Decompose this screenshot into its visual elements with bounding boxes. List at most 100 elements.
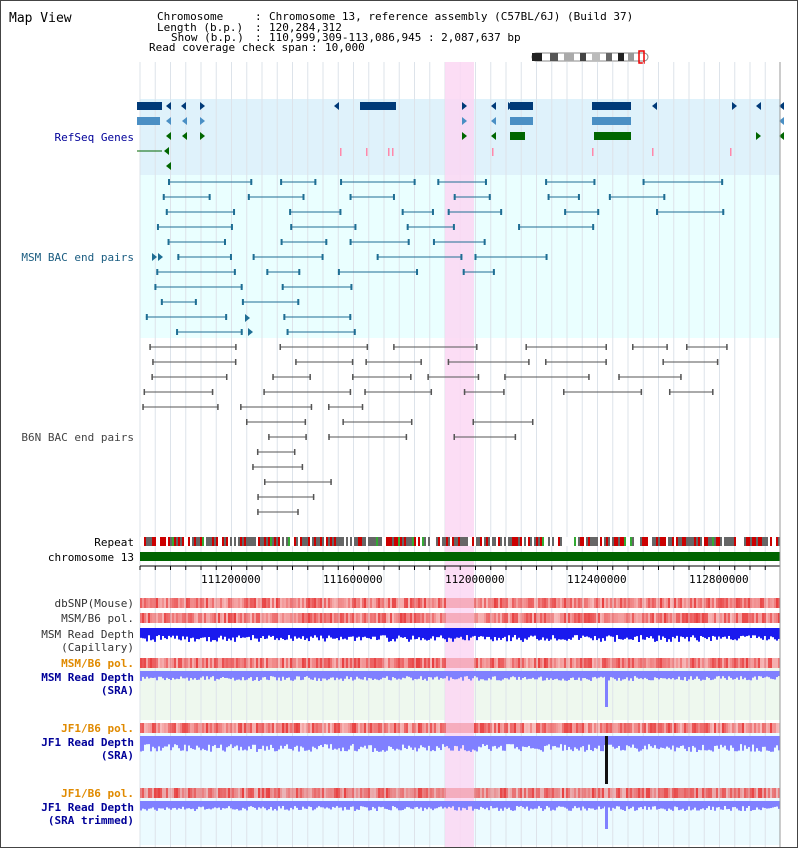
depth-bar[interactable]	[752, 671, 754, 678]
depth-bar[interactable]	[402, 628, 404, 638]
depth-bar[interactable]	[420, 671, 422, 677]
depth-bar[interactable]	[672, 801, 674, 811]
depth-bar[interactable]	[538, 671, 540, 678]
depth-bar[interactable]	[530, 801, 532, 809]
depth-bar[interactable]	[356, 801, 358, 810]
depth-bar[interactable]	[496, 628, 498, 641]
depth-bar[interactable]	[694, 628, 696, 638]
depth-bar[interactable]	[466, 628, 468, 636]
depth-bar[interactable]	[424, 801, 426, 808]
depth-bar[interactable]	[156, 736, 158, 752]
depth-bar[interactable]	[656, 671, 658, 679]
depth-bar[interactable]	[590, 736, 592, 750]
bac-pair-end[interactable]	[194, 299, 197, 305]
depth-bar[interactable]	[358, 628, 360, 637]
depth-bar[interactable]	[494, 628, 496, 638]
gene-arrow[interactable]	[779, 132, 784, 140]
depth-bar[interactable]	[536, 628, 538, 639]
depth-bar[interactable]	[210, 628, 212, 642]
depth-bar[interactable]	[640, 736, 642, 751]
depth-bar[interactable]	[486, 628, 488, 637]
gene-arrow[interactable]	[200, 117, 205, 125]
depth-bar[interactable]	[196, 671, 198, 680]
depth-bar[interactable]	[520, 628, 522, 641]
depth-bar[interactable]	[516, 736, 518, 748]
depth-bar[interactable]	[442, 736, 444, 745]
depth-bar[interactable]	[668, 801, 670, 809]
depth-bar[interactable]	[532, 736, 534, 749]
depth-bar[interactable]	[220, 801, 222, 810]
depth-bar[interactable]	[224, 801, 226, 809]
depth-bar[interactable]	[414, 671, 416, 679]
depth-bar[interactable]	[440, 801, 442, 807]
depth-bar[interactable]	[484, 671, 486, 681]
depth-bar[interactable]	[322, 671, 324, 679]
depth-bar[interactable]	[752, 801, 754, 811]
depth-bar[interactable]	[502, 801, 504, 811]
depth-bar[interactable]	[742, 801, 744, 807]
depth-bar[interactable]	[572, 801, 574, 809]
bac-pair-end[interactable]	[293, 449, 296, 455]
depth-bar[interactable]	[684, 736, 686, 749]
bac-pair-end[interactable]	[230, 224, 233, 230]
depth-bar[interactable]	[280, 736, 282, 746]
depth-bar[interactable]	[648, 671, 650, 681]
depth-bar[interactable]	[326, 628, 328, 639]
depth-bar[interactable]	[708, 736, 710, 750]
depth-bar[interactable]	[618, 736, 620, 746]
depth-bar[interactable]	[530, 671, 532, 679]
depth-bar[interactable]	[706, 628, 708, 640]
depth-bar[interactable]	[540, 628, 542, 640]
depth-bar[interactable]	[208, 801, 210, 809]
gene-feature[interactable]	[592, 102, 631, 110]
depth-bar[interactable]	[356, 628, 358, 638]
depth-bar[interactable]	[698, 628, 700, 642]
depth-bar[interactable]	[222, 801, 224, 809]
depth-bar[interactable]	[450, 801, 452, 808]
depth-bar[interactable]	[562, 736, 564, 751]
depth-bar[interactable]	[708, 801, 710, 807]
bac-pair-end[interactable]	[268, 434, 270, 440]
depth-bar[interactable]	[504, 628, 506, 637]
depth-bar[interactable]	[158, 801, 160, 809]
depth-bar[interactable]	[522, 736, 524, 747]
depth-bar[interactable]	[470, 736, 472, 752]
depth-bar[interactable]	[650, 736, 652, 747]
depth-bar[interactable]	[770, 736, 772, 752]
depth-bar[interactable]	[602, 671, 604, 678]
depth-bar[interactable]	[544, 801, 546, 810]
bac-pair-end[interactable]	[608, 194, 611, 200]
depth-bar[interactable]	[652, 671, 654, 681]
depth-bar[interactable]	[538, 801, 540, 807]
depth-bar[interactable]	[256, 628, 258, 639]
depth-bar[interactable]	[624, 628, 626, 639]
depth-bar[interactable]	[286, 671, 288, 678]
depth-bar[interactable]	[732, 671, 734, 680]
bac-pair-end[interactable]	[427, 374, 429, 380]
depth-bar[interactable]	[690, 628, 692, 638]
depth-bar[interactable]	[216, 671, 218, 679]
depth-bar[interactable]	[306, 736, 308, 751]
depth-bar[interactable]	[208, 671, 210, 680]
depth-bar[interactable]	[532, 671, 534, 678]
depth-bar[interactable]	[406, 736, 408, 750]
depth-bar[interactable]	[278, 671, 280, 678]
depth-bar[interactable]	[170, 628, 172, 638]
depth-bar[interactable]	[142, 736, 144, 751]
bac-pair-end[interactable]	[420, 359, 422, 365]
depth-bar[interactable]	[728, 628, 730, 636]
bac-pair-end[interactable]	[240, 404, 242, 410]
depth-bar[interactable]	[584, 671, 586, 679]
gene-feature[interactable]	[360, 102, 396, 110]
depth-bar[interactable]	[162, 671, 164, 679]
depth-bar[interactable]	[306, 801, 308, 809]
depth-bar[interactable]	[284, 671, 286, 680]
depth-bar[interactable]	[372, 671, 374, 681]
depth-bar[interactable]	[268, 801, 270, 810]
depth-bar[interactable]	[756, 671, 758, 680]
depth-bar[interactable]	[658, 671, 660, 680]
bac-pair-end[interactable]	[476, 344, 478, 350]
gene-arrow[interactable]	[334, 102, 339, 110]
depth-bar[interactable]	[234, 801, 236, 810]
bac-pair-end[interactable]	[176, 329, 179, 335]
